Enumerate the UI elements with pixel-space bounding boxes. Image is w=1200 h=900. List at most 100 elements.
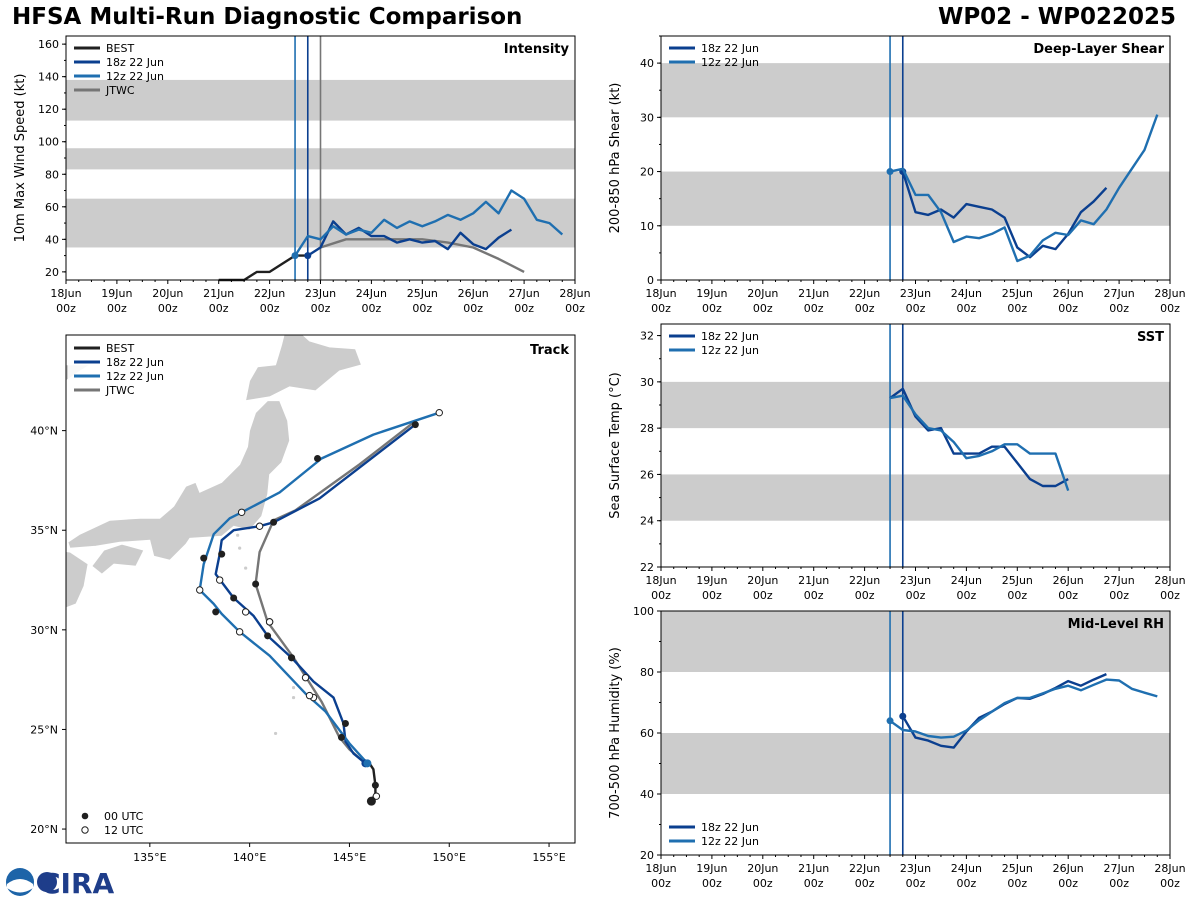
- x-tick-sublabel: 00z: [56, 302, 76, 315]
- panel-title: Deep-Layer Shear: [1033, 42, 1164, 57]
- init-marker-r12: [291, 252, 299, 260]
- x-tick-label: 25Jun: [407, 287, 438, 300]
- track-marker-12utc: [255, 522, 264, 530]
- y-tick-label: 80: [45, 168, 59, 181]
- series-line-r12: [294, 189, 564, 257]
- y-tick-label: 30: [640, 111, 654, 124]
- y-tick-label: 20: [640, 166, 654, 179]
- land-island: [60, 620, 63, 623]
- y-tick-label: 30: [640, 376, 654, 389]
- x-tick-label: 26Jun: [1053, 862, 1084, 875]
- land-island: [291, 686, 296, 690]
- y-tick-label: 22: [640, 561, 654, 574]
- x-tick-sublabel: 00z: [463, 302, 483, 315]
- figure-title-right: WP02 - WP022025: [937, 4, 1176, 30]
- x-tick-label: 28Jun: [1154, 862, 1185, 875]
- x-tick-sublabel: 00z: [906, 589, 926, 602]
- panel-title: Mid-Level RH: [1068, 617, 1164, 632]
- track-marker-00utc: [270, 518, 278, 526]
- y-tick-label: 60: [45, 201, 59, 214]
- track-y-tick-label: 35°N: [30, 524, 58, 537]
- x-tick-label: 21Jun: [798, 574, 829, 587]
- track-best-origin: [366, 796, 376, 806]
- y-tick-label: 28: [640, 422, 654, 435]
- marker-legend-00utc: [81, 812, 89, 820]
- legend-label: 12z 22 Jun: [106, 70, 164, 83]
- y-tick-label: 20: [640, 849, 654, 862]
- y-axis-label: 200-850 hPa Shear (kt): [608, 83, 623, 234]
- track-start-r12: [363, 759, 372, 768]
- x-tick-sublabel: 00z: [1058, 302, 1078, 315]
- x-tick-label: 18Jun: [645, 287, 676, 300]
- track-marker-00utc: [288, 654, 296, 662]
- land-honshu: [67, 400, 291, 561]
- shaded-band: [661, 474, 1170, 521]
- x-tick-sublabel: 00z: [107, 302, 127, 315]
- legend-label: 18z 22 Jun: [701, 42, 759, 55]
- track-marker-00utc: [371, 781, 379, 789]
- legend-label: 18z 22 Jun: [701, 330, 759, 343]
- track-y-tick-label: 40°N: [30, 425, 58, 438]
- x-tick-label: 19Jun: [696, 862, 727, 875]
- x-tick-sublabel: 00z: [1160, 877, 1180, 890]
- track-line-r12: [198, 411, 440, 765]
- shaded-band: [661, 171, 1170, 226]
- x-tick-sublabel: 00z: [855, 877, 875, 890]
- legend-label: 18z 22 Jun: [106, 356, 164, 369]
- x-tick-label: 23Jun: [900, 862, 931, 875]
- x-tick-sublabel: 00z: [1109, 877, 1129, 890]
- y-tick-label: 40: [45, 233, 59, 246]
- x-tick-label: 26Jun: [1053, 287, 1084, 300]
- track-marker-12utc: [241, 608, 250, 616]
- track-marker-00utc: [264, 632, 272, 640]
- x-tick-label: 22Jun: [849, 862, 880, 875]
- x-tick-sublabel: 00z: [1007, 302, 1027, 315]
- y-tick-label: 160: [38, 38, 59, 51]
- axes-frame: [660, 323, 1171, 568]
- x-tick-sublabel: 00z: [1109, 302, 1129, 315]
- y-tick-label: 60: [640, 727, 654, 740]
- legend-label: 12z 22 Jun: [701, 344, 759, 357]
- y-axis-label: Sea Surface Temp (°C): [608, 372, 623, 519]
- series-line-r12: [889, 114, 1159, 263]
- track-marker-12utc: [435, 408, 443, 417]
- track-y-tick-label: 20°N: [30, 823, 58, 836]
- shaded-band: [661, 733, 1170, 794]
- x-tick-label: 28Jun: [559, 287, 590, 300]
- x-tick-label: 28Jun: [1154, 574, 1185, 587]
- x-tick-label: 19Jun: [696, 287, 727, 300]
- legend-label: 12z 22 Jun: [701, 835, 759, 848]
- panel-title: SST: [1137, 330, 1164, 345]
- x-tick-sublabel: 00z: [702, 877, 722, 890]
- series-line-r12: [889, 394, 1070, 491]
- x-tick-sublabel: 00z: [702, 302, 722, 315]
- shaded-band: [661, 611, 1170, 672]
- x-tick-sublabel: 00z: [804, 302, 824, 315]
- x-tick-sublabel: 00z: [209, 302, 229, 315]
- x-tick-label: 19Jun: [101, 287, 132, 300]
- marker-legend-12utc: [81, 826, 89, 834]
- track-marker-00utc: [314, 455, 322, 463]
- series-line-r18: [307, 220, 513, 257]
- init-marker-r18: [899, 712, 907, 720]
- track-marker-12utc: [237, 508, 246, 517]
- land-hokkaido: [245, 335, 362, 402]
- track-marker-00utc: [212, 608, 220, 616]
- y-axis-label: 10m Max Wind Speed (kt): [13, 74, 28, 243]
- x-tick-sublabel: 00z: [957, 877, 977, 890]
- shaded-band: [661, 63, 1170, 118]
- x-tick-sublabel: 00z: [1160, 589, 1180, 602]
- legend-label: BEST: [106, 342, 134, 355]
- track-marker-12utc: [372, 792, 381, 800]
- x-tick-sublabel: 00z: [1007, 877, 1027, 890]
- cira-logo: CIRA: [6, 867, 115, 900]
- x-tick-sublabel: 00z: [957, 589, 977, 602]
- land-island: [291, 695, 296, 700]
- x-tick-sublabel: 00z: [855, 589, 875, 602]
- x-tick-sublabel: 00z: [412, 302, 432, 315]
- x-tick-sublabel: 00z: [753, 302, 773, 315]
- x-tick-label: 24Jun: [951, 574, 982, 587]
- track-frame: [65, 334, 576, 844]
- x-tick-sublabel: 00z: [260, 302, 280, 315]
- y-tick-label: 120: [38, 103, 59, 116]
